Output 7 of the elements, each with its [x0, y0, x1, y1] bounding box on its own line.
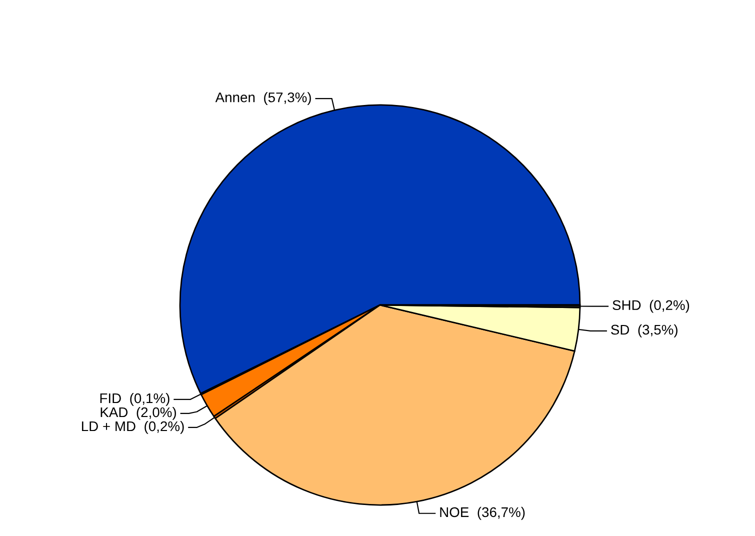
slice-label: FID (0,1%) [100, 392, 170, 406]
slice-label: NOE (36,7%) [440, 506, 525, 520]
slice-label: KAD (2,0%) [100, 406, 176, 420]
slice-label: SHD (0,2%) [612, 300, 690, 313]
slice-label: Annen (57,3%) [215, 92, 311, 106]
slice-label: LD + MD (0,2%) [82, 420, 184, 434]
slice-label: SD (3,5%) [611, 324, 678, 338]
